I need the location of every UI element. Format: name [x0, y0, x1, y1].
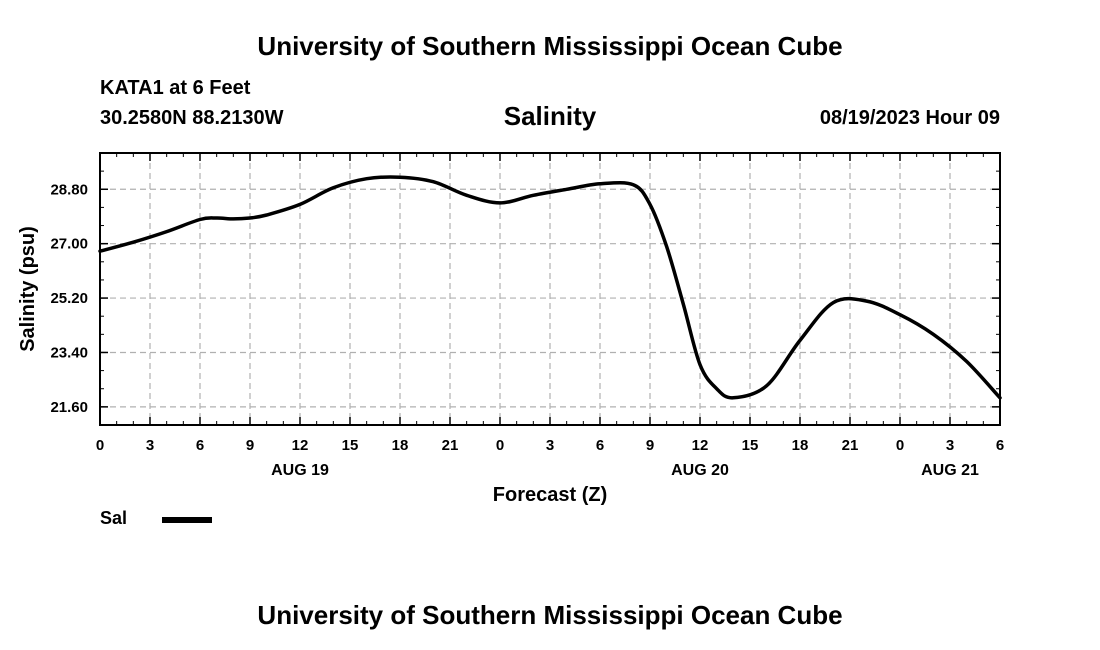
page-title: University of Southern Mississippi Ocean… [257, 31, 843, 61]
x-tick-label: 15 [742, 437, 759, 454]
x-tick-label: 0 [896, 437, 904, 454]
x-tick-label: 3 [146, 437, 154, 454]
y-tick-label: 21.60 [50, 399, 88, 416]
y-tick-label: 28.80 [50, 181, 88, 198]
chart-title: Salinity [503, 101, 597, 131]
chart-grid [100, 153, 1000, 425]
x-tick-label: 12 [692, 437, 709, 454]
x-tick-label: 6 [196, 437, 204, 454]
x-tick-label: 18 [792, 437, 809, 454]
x-tick-label: 21 [842, 437, 859, 454]
x-tick-label: 6 [996, 437, 1004, 454]
station-coordinates: 30.2580N 88.2130W [100, 107, 284, 129]
x-tick-label: 9 [646, 437, 654, 454]
chart-ticks [99, 152, 1001, 426]
x-tick-label: 3 [546, 437, 554, 454]
x-date-label: AUG 19 [271, 462, 329, 479]
x-tick-label: 9 [246, 437, 254, 454]
footer-title: University of Southern Mississippi Ocean… [257, 600, 843, 630]
x-date-label: AUG 21 [921, 462, 979, 479]
x-tick-label: 6 [596, 437, 604, 454]
x-date-label: AUG 20 [671, 462, 729, 479]
chart-series [98, 175, 1002, 400]
y-tick-label: 27.00 [50, 236, 88, 253]
x-tick-label: 12 [292, 437, 309, 454]
x-tick-label: 15 [342, 437, 359, 454]
x-tick-label: 0 [96, 437, 104, 454]
series-line-sal [98, 175, 1002, 400]
forecast-datetime: 08/19/2023 Hour 09 [819, 107, 1000, 129]
x-tick-label: 21 [442, 437, 459, 454]
legend-label: Sal [100, 508, 128, 528]
legend-swatch [162, 517, 212, 523]
station-name: KATA1 at 6 Feet [100, 77, 251, 99]
y-tick-label: 23.40 [50, 344, 88, 361]
y-tick-label: 25.20 [50, 290, 88, 307]
x-tick-label: 18 [392, 437, 409, 454]
x-tick-label: 3 [946, 437, 954, 454]
x-axis-label: Forecast (Z) [493, 484, 607, 506]
y-axis-label: Salinity (psu) [17, 226, 39, 352]
chart-tick-labels: 0 3 6 9 12 15 18 21 0 3 6 9 12 15 18 21 0 3 6 AUG 19 AUG 20 A… [50, 181, 1004, 479]
x-tick-label: 0 [496, 437, 504, 454]
